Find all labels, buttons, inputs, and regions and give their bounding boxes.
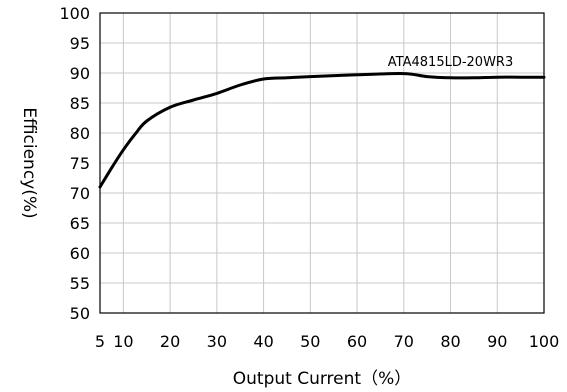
x-axis-title: Output Current（%）: [233, 369, 411, 389]
y-axis-title: Efficiency(%): [19, 107, 39, 218]
plot-frame: [99, 12, 545, 314]
y-tick-labels: 50 55 60 65 70 75 80 85 90 95 100: [59, 4, 90, 323]
y-tick-label-100: 100: [59, 4, 90, 23]
x-tick-label-90: 90: [487, 332, 507, 351]
y-tick-label-95: 95: [70, 34, 90, 53]
y-tick-label-55: 55: [70, 274, 90, 293]
x-tick-label-60: 60: [347, 332, 367, 351]
x-tick-label-5: 5: [95, 332, 105, 351]
x-tick-label-100: 100: [529, 332, 560, 351]
x-tick-label-10: 10: [113, 332, 133, 351]
x-tick-label-40: 40: [253, 332, 273, 351]
y-tick-label-50: 50: [70, 304, 90, 323]
y-tick-label-90: 90: [70, 64, 90, 83]
x-tick-label-20: 20: [160, 332, 180, 351]
series-layer: [98, 72, 546, 189]
x-tick-label-80: 80: [440, 332, 460, 351]
efficiency-curve-0: [98, 72, 546, 189]
annotation-label-0: ATA4815LD-20WR3: [388, 55, 513, 70]
y-tick-label-85: 85: [70, 94, 90, 113]
y-tick-label-75: 75: [70, 154, 90, 173]
x-tick-labels: 5 10 20 30 40 50 60 70 80 90 100: [95, 332, 559, 351]
x-tick-label-70: 70: [394, 332, 414, 351]
x-tick-label-30: 30: [207, 332, 227, 351]
y-tick-label-65: 65: [70, 214, 90, 233]
x-tick-label-50: 50: [300, 332, 320, 351]
y-tick-label-80: 80: [70, 124, 90, 143]
annotations: ATA4815LD-20WR3: [388, 55, 513, 70]
y-tick-label-70: 70: [70, 184, 90, 203]
y-tick-label-60: 60: [70, 244, 90, 263]
